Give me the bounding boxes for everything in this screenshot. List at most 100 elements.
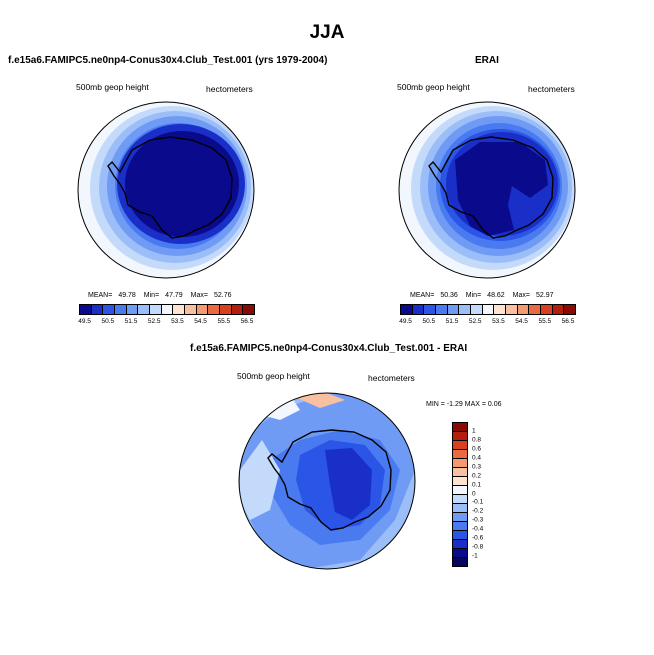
colorbar-swatch: [453, 450, 467, 459]
colorbar-swatch: [138, 305, 151, 314]
model-mean-label: MEAN=: [88, 292, 113, 299]
colorbar-swatch: [115, 305, 127, 314]
colorbar-tick-label: 52.5: [147, 318, 161, 325]
colorbar-swatch: [453, 540, 467, 549]
obs-panel-title: ERAI: [475, 55, 499, 66]
model-antarctica-outline: [107, 136, 233, 239]
colorbar-swatch: [541, 305, 553, 314]
obs-antarctica-outline: [428, 136, 554, 239]
model-variable-label: 500mb geop height: [76, 82, 149, 92]
colorbar-tick-label: -0.6: [472, 534, 484, 542]
colorbar-tick-label: 0.2: [472, 472, 482, 480]
obs-mean-label: MEAN=: [410, 292, 435, 299]
colorbar-tick-label: 55.5: [217, 318, 231, 325]
colorbar-tick-label: 53.5: [171, 318, 184, 325]
colorbar-swatch: [150, 305, 162, 314]
colorbar-swatch: [564, 305, 576, 314]
colorbar-swatch: [453, 513, 467, 522]
colorbar-swatch: [447, 305, 460, 314]
obs-min-label: Min=: [465, 292, 482, 299]
colorbar-tick-label: 1: [472, 427, 476, 435]
colorbar-tick-label: 53.5: [492, 318, 505, 325]
colorbar-tick-label: 50.5: [101, 318, 115, 325]
obs-stats: MEAN= 50.36 Min= 48.62 Max= 52.97: [410, 292, 560, 299]
colorbar-swatch: [453, 423, 467, 432]
obs-field: [399, 102, 575, 278]
diff-min-value: -1.29: [446, 401, 463, 408]
colorbar-tick-label: 50.5: [422, 318, 436, 325]
colorbar-tick-label: -1: [472, 552, 478, 560]
diff-max-label: MAX =: [464, 401, 486, 408]
model-colorbar: [79, 304, 255, 315]
colorbar-swatch: [185, 305, 197, 314]
model-panel-title: f.e15a6.FAMIPC5.ne0np4-Conus30x4.Club_Te…: [8, 55, 328, 66]
model-units-label: hectometers: [206, 84, 253, 94]
colorbar-swatch: [453, 486, 467, 495]
colorbar-tick-label: 56.5: [561, 318, 575, 325]
colorbar-tick-label: 0.3: [472, 463, 482, 471]
colorbar-tick-label: -0.1: [472, 498, 484, 506]
colorbar-tick-label: 54.5: [194, 318, 207, 325]
obs-units-label: hectometers: [528, 84, 575, 94]
colorbar-swatch: [453, 432, 467, 441]
colorbar-swatch: [220, 305, 232, 314]
colorbar-tick-label: 0.4: [472, 454, 482, 462]
colorbar-tick-label: -0.8: [472, 543, 484, 551]
diff-antarctica-outline: [267, 429, 392, 531]
diff-minmax: MIN = -1.29 MAX = 0.06: [426, 401, 502, 408]
colorbar-swatch: [453, 558, 467, 566]
colorbar-swatch: [412, 305, 425, 314]
colorbar-swatch: [453, 522, 467, 531]
colorbar-swatch: [459, 305, 472, 314]
obs-variable-label: 500mb geop height: [397, 82, 470, 92]
model-min-label: Min=: [143, 292, 160, 299]
colorbar-swatch: [161, 305, 174, 314]
colorbar-swatch: [453, 441, 467, 450]
colorbar-swatch: [401, 305, 413, 314]
colorbar-tick-label: 56.5: [240, 318, 254, 325]
colorbar-swatch: [529, 305, 542, 314]
colorbar-tick-label: -0.3: [472, 516, 484, 524]
diff-variable-label: 500mb geop height: [237, 371, 310, 381]
colorbar-tick-label: -0.4: [472, 525, 484, 533]
colorbar-swatch: [552, 305, 565, 314]
diff-panel-title: f.e15a6.FAMIPC5.ne0np4-Conus30x4.Club_Te…: [190, 343, 468, 354]
diff-field: [239, 393, 415, 569]
model-mean-value: 49.78: [118, 292, 136, 299]
colorbar-tick-label: 52.5: [468, 318, 482, 325]
colorbar-tick-label: 0.1: [472, 481, 482, 489]
colorbar-swatch: [453, 531, 467, 540]
colorbar-swatch: [173, 305, 186, 314]
obs-max-label: Max=: [512, 292, 530, 299]
colorbar-tick-label: 51.5: [445, 318, 459, 325]
diff-units-label: hectometers: [368, 373, 415, 383]
colorbar-swatch: [424, 305, 437, 314]
obs-colorbar: [400, 304, 576, 315]
colorbar-swatch: [91, 305, 104, 314]
colorbar-tick-label: 0: [472, 490, 476, 497]
obs-min-value: 48.62: [487, 292, 505, 299]
colorbar-swatch: [453, 468, 467, 477]
colorbar-swatch: [517, 305, 530, 314]
colorbar-tick-label: 49.5: [399, 318, 412, 325]
colorbar-tick-label: 55.5: [538, 318, 552, 325]
model-min-value: 47.79: [165, 292, 183, 299]
colorbar-swatch: [453, 504, 467, 513]
diff-min-label: MIN =: [426, 401, 445, 408]
colorbar-swatch: [436, 305, 448, 314]
colorbar-tick-label: 49.5: [78, 318, 91, 325]
colorbar-swatch: [126, 305, 139, 314]
colorbar-tick-label: 0.8: [472, 436, 482, 444]
diff-colorbar: [452, 422, 468, 567]
colorbar-swatch: [471, 305, 483, 314]
colorbar-swatch: [243, 305, 255, 314]
model-max-value: 52.76: [213, 292, 232, 299]
colorbar-swatch: [208, 305, 221, 314]
main-title: JJA: [309, 22, 345, 43]
colorbar-swatch: [453, 549, 467, 558]
model-stats: MEAN= 49.78 Min= 47.79 Max= 52.76: [88, 292, 238, 299]
colorbar-swatch: [494, 305, 507, 314]
colorbar-swatch: [231, 305, 244, 314]
diff-max-value: 0.06: [487, 401, 502, 408]
